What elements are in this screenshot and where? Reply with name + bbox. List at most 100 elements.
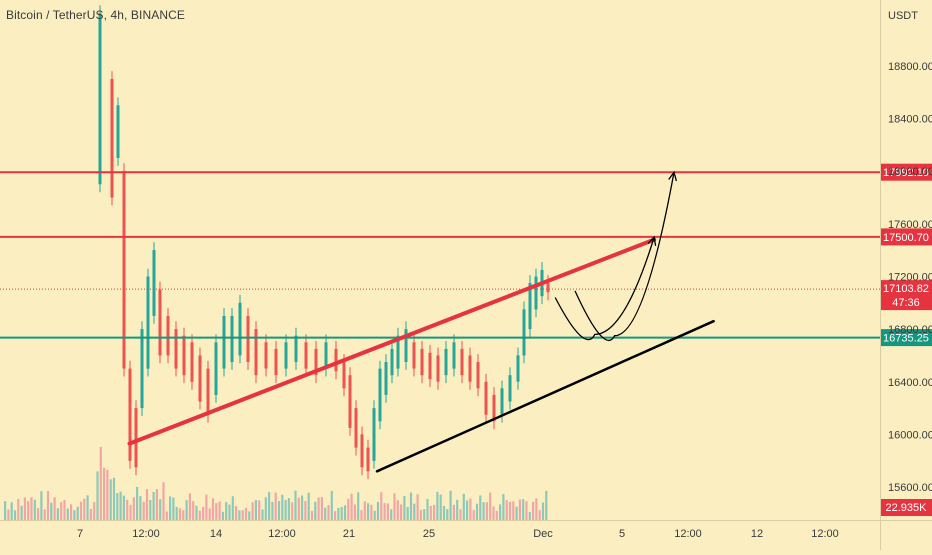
projection-arrows[interactable] (554, 170, 678, 341)
volume-bar (502, 494, 505, 520)
candle-body (428, 352, 432, 380)
candle-body (214, 342, 218, 395)
volume-bar (525, 501, 528, 520)
volume-bar (4, 501, 7, 520)
volume-bar (505, 500, 508, 520)
volume-bar (462, 493, 465, 520)
time-axis[interactable]: 7 12:00 14 12:00 21 25 Dec 5 12:00 12 12:00 (77, 528, 839, 540)
volume-bar (426, 499, 429, 520)
volume-bar (380, 492, 383, 520)
volume-bar (33, 499, 36, 520)
volume-bar (142, 501, 145, 520)
volume-bar (518, 499, 521, 520)
volume-bar (406, 506, 409, 520)
candle-body (366, 447, 370, 472)
volume-bar (129, 504, 132, 520)
candle-body (444, 348, 448, 376)
volume-bar (469, 498, 472, 520)
time-tick-label: 12:00 (132, 528, 160, 540)
volume-bar (337, 508, 340, 520)
volume-bar (281, 494, 284, 520)
volume-bar (363, 501, 366, 520)
volume-bar (254, 500, 257, 520)
volume-bar (50, 502, 53, 520)
channel-lower-line[interactable] (375, 319, 715, 473)
candle-body (390, 348, 394, 376)
volume-bar (466, 500, 469, 520)
volume-bar (159, 499, 162, 520)
volume-bar (327, 505, 330, 520)
volume-bar (56, 508, 59, 520)
volume-bar (330, 490, 333, 520)
volume-bar (320, 497, 323, 520)
volume-bar (7, 509, 10, 520)
volume-bar (40, 491, 43, 520)
volume-bar (413, 503, 416, 520)
volume-bar (541, 502, 545, 520)
candle-body (98, 13, 102, 185)
time-tick-label: 5 (619, 528, 625, 540)
volume-bar (109, 479, 112, 520)
price-tick-label: 16400.00 (888, 377, 932, 389)
volume-bar (43, 509, 46, 520)
path-to-17500-arrow[interactable] (554, 236, 655, 341)
volume-bar (261, 509, 264, 520)
volume-bar (343, 505, 347, 520)
candle-body (354, 408, 358, 448)
candle-body (152, 250, 156, 316)
volume-bar (251, 502, 254, 520)
candle-body (274, 348, 278, 376)
volume-bar (106, 469, 109, 520)
candle-body (110, 79, 114, 198)
volume-bar (403, 495, 406, 520)
volume-bar (215, 503, 218, 520)
volume-bar (439, 494, 442, 520)
time-tick-label: 14 (210, 528, 222, 540)
trendlines[interactable] (127, 237, 715, 473)
volume-bar (357, 492, 360, 520)
volume-bar (96, 471, 99, 520)
horizontal-levels[interactable]: 17992.10 17500.70 16735.25 17103.82 47:36 (0, 163, 932, 347)
price-axis[interactable]: 15600.00 16000.00 16400.00 16800.00 17200.00… (888, 61, 932, 494)
volume-bar (195, 505, 198, 520)
volume-bar (119, 491, 122, 520)
volume-bar (10, 502, 13, 520)
candle-body (500, 388, 504, 415)
volume-bar (238, 510, 241, 520)
volume-bar (416, 494, 419, 520)
volume-bar (291, 502, 294, 520)
volume-bar (317, 497, 320, 520)
volume-bar (264, 497, 267, 520)
volume-bar (46, 491, 50, 520)
volume-bar (248, 511, 251, 520)
volume-bar (310, 510, 314, 520)
candle-body (348, 375, 352, 428)
time-tick-label: 25 (423, 528, 435, 540)
volume-bar (178, 508, 182, 520)
volume-bar (370, 504, 373, 520)
volume-bar (271, 501, 274, 520)
path-to-17992-arrow[interactable] (574, 172, 675, 341)
candles (98, 5, 550, 480)
volume-bar (535, 498, 538, 520)
volume-bar (383, 503, 386, 520)
time-tick-label: 12 (751, 528, 763, 540)
candle-body (230, 315, 234, 362)
candle-body (134, 408, 138, 468)
volume-bar (274, 492, 277, 520)
volume-bar (198, 510, 201, 520)
candle-body (158, 289, 162, 356)
volume-bar (436, 491, 439, 520)
candle-body (468, 355, 472, 382)
volume-bar (301, 495, 304, 520)
volume-bar (475, 503, 479, 520)
volume-bar (268, 492, 271, 520)
volume-bar (277, 501, 281, 520)
volume-bar (221, 511, 224, 520)
level-badge (881, 163, 932, 181)
candle-body (360, 434, 364, 468)
candle-body (342, 362, 346, 389)
channel-upper-line[interactable] (127, 237, 657, 446)
